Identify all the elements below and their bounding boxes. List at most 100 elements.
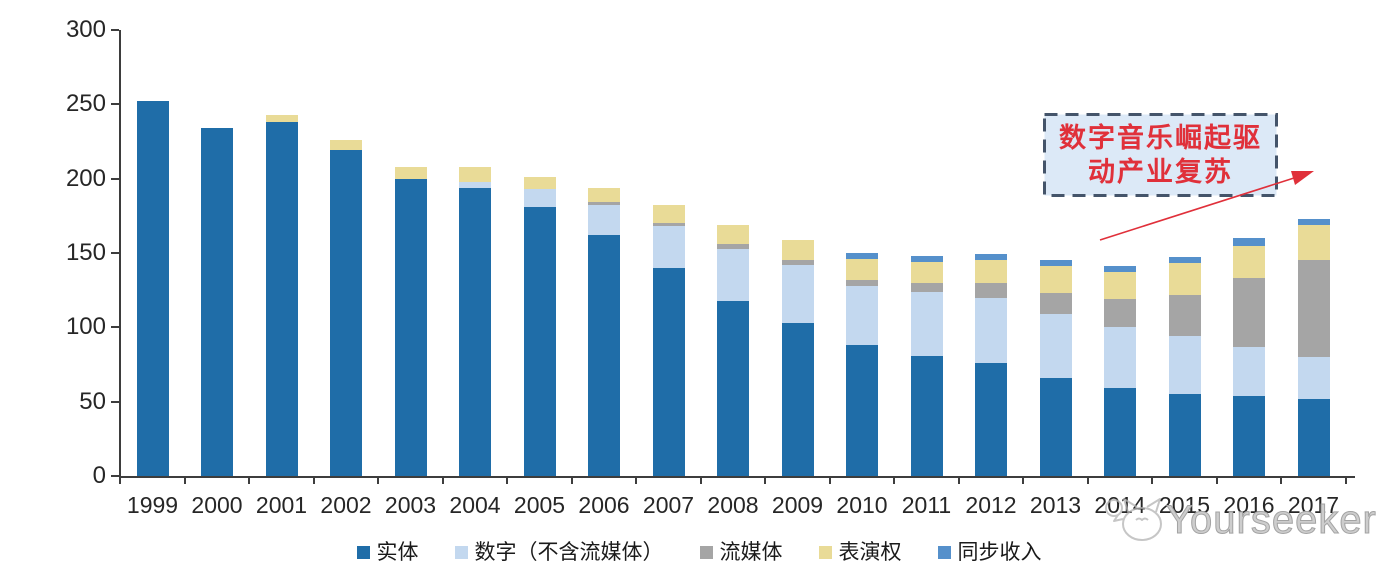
legend-item-流媒体: 流媒体 [699, 540, 783, 564]
bar-segment-数字（不含流媒体） [652, 226, 685, 268]
x-axis-label: 2000 [191, 492, 243, 518]
bar-segment-表演权 [588, 187, 620, 203]
x-axis-tick [893, 476, 895, 484]
x-axis-label: 2016 [1223, 492, 1275, 518]
y-axis-tick [111, 326, 119, 329]
y-axis-line [119, 30, 121, 478]
legend-item-数字（不含流媒体）: 数字（不含流媒体） [454, 540, 664, 564]
bar-segment-表演权 [1039, 266, 1072, 294]
bar-segment-数字（不含流媒体） [717, 248, 749, 301]
bar-segment-数字（不含流媒体） [1168, 336, 1201, 395]
x-axis-label: 2008 [707, 492, 759, 518]
x-axis-tick [828, 476, 831, 484]
bar-segment-流媒体 [588, 202, 620, 206]
bar-segment-实体 [136, 101, 169, 476]
bar-segment-同步收入 [1233, 238, 1265, 246]
x-axis-tick [570, 476, 573, 484]
x-axis-tick [119, 476, 121, 484]
bar-segment-流媒体 [1297, 260, 1330, 358]
bar-segment-实体 [717, 300, 749, 476]
x-axis-tick [764, 476, 766, 484]
legend-color-swatch [454, 545, 468, 559]
legend-color-swatch [818, 545, 832, 559]
x-axis-label: 2003 [384, 492, 437, 518]
bar-segment-实体 [910, 355, 943, 476]
bar-segment-实体 [1168, 394, 1201, 476]
bar-segment-流媒体 [975, 282, 1007, 298]
bar-segment-数字（不含流媒体） [781, 264, 814, 323]
bar-segment-数字（不含流媒体） [588, 205, 620, 236]
watermark: Yourseeker [1104, 494, 1377, 546]
bar-segment-流媒体 [1039, 293, 1072, 314]
y-axis-tick [111, 103, 119, 106]
bar-segment-表演权 [523, 177, 556, 190]
y-axis-tick-label: 150 [65, 239, 106, 266]
bar-segment-数字（不含流媒体） [459, 181, 491, 188]
bar-segment-同步收入 [910, 255, 943, 262]
bar-segment-数字（不含流媒体） [910, 291, 943, 356]
x-axis-tick [183, 476, 186, 484]
y-axis-tick [111, 29, 119, 31]
y-axis-tick-label: 300 [65, 16, 106, 43]
x-axis-tick [699, 476, 702, 484]
bar-segment-流媒体 [1104, 299, 1136, 328]
bar-segment-实体 [201, 128, 233, 476]
legend-item-同步收入: 同步收入 [937, 540, 1042, 564]
y-axis-tick-label: 0 [92, 462, 106, 489]
bar-segment-同步收入 [1168, 257, 1201, 264]
bar-segment-同步收入 [1039, 260, 1072, 267]
x-axis-tick [506, 476, 508, 484]
bar-segment-实体 [523, 206, 556, 476]
x-axis-tick [1280, 476, 1282, 484]
y-axis-tick [111, 475, 119, 477]
bar-segment-流媒体 [846, 279, 878, 286]
bar-segment-实体 [846, 345, 878, 476]
x-axis-label: 2005 [513, 492, 566, 518]
bar-segment-数字（不含流媒体） [523, 189, 556, 207]
legend-color-swatch [937, 545, 951, 559]
y-axis-tick [111, 400, 119, 403]
x-axis-label: 2002 [320, 492, 372, 518]
x-axis-label: 2013 [1029, 492, 1082, 518]
bar-segment-实体 [394, 178, 427, 476]
watermark-text: Yourseeker [1166, 497, 1377, 542]
bar-segment-数字（不含流媒体） [846, 285, 878, 346]
chart-legend: 实体 数字（不含流媒体） 流媒体 表演权 同步收入 [0, 540, 1398, 564]
x-axis-label: 1999 [126, 492, 179, 518]
bar-segment-同步收入 [1297, 218, 1330, 225]
y-axis-tick-label: 200 [65, 164, 106, 192]
bar-segment-表演权 [459, 166, 491, 182]
cat-logo-icon [1105, 498, 1162, 541]
bar-segment-流媒体 [1168, 294, 1201, 337]
y-axis-tick [111, 252, 119, 254]
legend-label: 实体 [376, 540, 419, 564]
x-axis-label: 2011 [901, 492, 952, 518]
y-axis-tick [111, 177, 119, 180]
bar-segment-实体 [265, 122, 298, 476]
legend-item-实体: 实体 [356, 540, 419, 564]
x-axis-label: 2015 [1158, 492, 1211, 518]
legend-item-表演权: 表演权 [818, 540, 902, 564]
legend-label: 流媒体 [719, 540, 783, 564]
bar-segment-流媒体 [652, 223, 685, 227]
bar-segment-实体 [1039, 377, 1072, 476]
bar-segment-流媒体 [1233, 278, 1265, 347]
bar-segment-表演权 [1297, 224, 1330, 261]
y-axis-tick-label: 250 [65, 90, 106, 118]
x-axis-tick [1344, 476, 1347, 484]
y-axis-tick-label: 50 [79, 387, 106, 415]
bar-segment-表演权 [717, 224, 749, 245]
bar-segment-表演权 [781, 239, 814, 261]
bar-segment-同步收入 [975, 254, 1007, 261]
x-axis-tick [312, 476, 315, 484]
bar-segment-流媒体 [910, 282, 943, 292]
bar-segment-表演权 [1168, 263, 1201, 295]
bar-segment-表演权 [846, 258, 878, 280]
x-axis-line [119, 476, 1355, 478]
legend-label: 数字（不含流媒体） [474, 540, 664, 564]
x-axis-tick [1215, 476, 1218, 484]
x-axis-tick [1086, 476, 1089, 484]
bar-segment-同步收入 [846, 253, 878, 259]
bar-segment-表演权 [910, 261, 943, 283]
bar-segment-数字（不含流媒体） [1039, 313, 1072, 378]
